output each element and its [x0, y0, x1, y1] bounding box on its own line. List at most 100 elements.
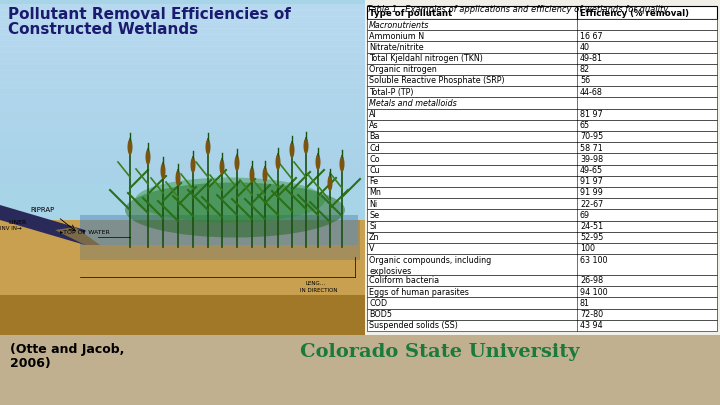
- Ellipse shape: [191, 157, 196, 173]
- Text: Suspended solids (SS): Suspended solids (SS): [369, 321, 458, 330]
- Bar: [367, 86, 717, 97]
- Bar: [367, 320, 717, 331]
- Text: 65: 65: [580, 122, 590, 130]
- Text: 16 67: 16 67: [580, 32, 603, 40]
- Ellipse shape: [340, 156, 344, 172]
- Bar: [367, 75, 717, 86]
- Text: RIPRAP: RIPRAP: [30, 207, 54, 213]
- Bar: [367, 221, 717, 232]
- Text: 22-67: 22-67: [580, 200, 603, 209]
- Bar: [0, 295, 365, 335]
- Bar: [0, 64, 365, 71]
- Bar: [367, 97, 717, 109]
- Text: ▸TOP OF WATER: ▸TOP OF WATER: [60, 230, 109, 235]
- Bar: [0, 16, 365, 23]
- Ellipse shape: [315, 154, 320, 170]
- Ellipse shape: [161, 163, 166, 179]
- Ellipse shape: [220, 159, 225, 175]
- Bar: [0, 118, 365, 125]
- Text: 52-95: 52-95: [580, 233, 603, 242]
- Text: Efficiency (% removal): Efficiency (% removal): [580, 9, 689, 18]
- Ellipse shape: [127, 139, 132, 155]
- Text: Organic compounds, including: Organic compounds, including: [369, 256, 491, 265]
- Text: Fe: Fe: [369, 177, 378, 186]
- Text: Total Kjeldahl nitrogen (TKN): Total Kjeldahl nitrogen (TKN): [369, 54, 483, 63]
- Text: INV IN→: INV IN→: [0, 226, 22, 231]
- Bar: [367, 254, 717, 275]
- Text: 70-95: 70-95: [580, 132, 603, 141]
- Bar: [367, 41, 717, 53]
- Text: 43 94: 43 94: [580, 321, 603, 330]
- Ellipse shape: [250, 167, 254, 183]
- Bar: [0, 22, 365, 29]
- Bar: [80, 220, 360, 260]
- Text: Type of pollutant: Type of pollutant: [369, 9, 452, 18]
- Bar: [0, 178, 365, 185]
- Text: IN DIRECTION: IN DIRECTION: [300, 288, 338, 293]
- Text: Ammonium N: Ammonium N: [369, 32, 424, 40]
- Bar: [367, 275, 717, 286]
- Text: Si: Si: [369, 222, 377, 231]
- Text: Constructed Wetlands: Constructed Wetlands: [8, 22, 198, 37]
- Text: Mn: Mn: [369, 188, 381, 198]
- Text: 72-80: 72-80: [580, 310, 603, 319]
- Ellipse shape: [276, 154, 281, 170]
- Bar: [0, 34, 365, 41]
- Bar: [367, 53, 717, 64]
- Bar: [367, 176, 717, 187]
- Text: 100: 100: [580, 245, 595, 254]
- Text: 58 71: 58 71: [580, 144, 603, 153]
- Ellipse shape: [289, 142, 294, 158]
- Bar: [367, 232, 717, 243]
- Bar: [0, 130, 365, 137]
- Bar: [0, 76, 365, 83]
- Bar: [0, 28, 365, 35]
- Text: Metals and metalloids: Metals and metalloids: [369, 99, 456, 108]
- Ellipse shape: [125, 183, 345, 237]
- Text: 44-68: 44-68: [580, 88, 603, 97]
- Bar: [367, 142, 717, 153]
- Ellipse shape: [328, 175, 333, 191]
- Text: Macronutrients: Macronutrients: [369, 21, 429, 30]
- Text: 2006): 2006): [10, 357, 50, 370]
- Text: Se: Se: [369, 211, 379, 220]
- Bar: [0, 70, 365, 77]
- Text: 49-65: 49-65: [580, 166, 603, 175]
- Polygon shape: [0, 205, 85, 245]
- Text: 39-98: 39-98: [580, 155, 603, 164]
- Text: Ni: Ni: [369, 200, 377, 209]
- Ellipse shape: [235, 155, 240, 171]
- Bar: [367, 209, 717, 221]
- Text: Soluble Reactive Phosphate (SRP): Soluble Reactive Phosphate (SRP): [369, 77, 505, 85]
- Bar: [367, 109, 717, 120]
- Bar: [0, 335, 720, 405]
- Bar: [367, 64, 717, 75]
- Ellipse shape: [145, 149, 150, 165]
- Text: (Otte and Jacob,: (Otte and Jacob,: [10, 343, 125, 356]
- Bar: [367, 120, 717, 131]
- Text: Total-P (TP): Total-P (TP): [369, 88, 413, 97]
- Bar: [0, 46, 365, 53]
- Text: As: As: [369, 122, 379, 130]
- Polygon shape: [55, 227, 100, 245]
- Text: Cu: Cu: [369, 166, 379, 175]
- Bar: [367, 198, 717, 209]
- Bar: [0, 172, 365, 179]
- Text: LINER: LINER: [8, 220, 26, 225]
- Bar: [0, 136, 365, 143]
- Text: Colorado State University: Colorado State University: [300, 343, 580, 361]
- Ellipse shape: [205, 139, 210, 155]
- Text: Organic nitrogen: Organic nitrogen: [369, 65, 437, 74]
- Bar: [0, 0, 365, 335]
- Bar: [0, 166, 365, 173]
- Text: V: V: [369, 245, 374, 254]
- Text: 82: 82: [580, 65, 590, 74]
- Text: 81: 81: [580, 299, 590, 308]
- Bar: [0, 4, 365, 11]
- Text: Eggs of human parasites: Eggs of human parasites: [369, 288, 469, 296]
- Bar: [367, 6, 717, 19]
- Bar: [367, 309, 717, 320]
- Text: 69: 69: [580, 211, 590, 220]
- Text: LENG…: LENG…: [305, 281, 325, 286]
- Bar: [0, 58, 365, 65]
